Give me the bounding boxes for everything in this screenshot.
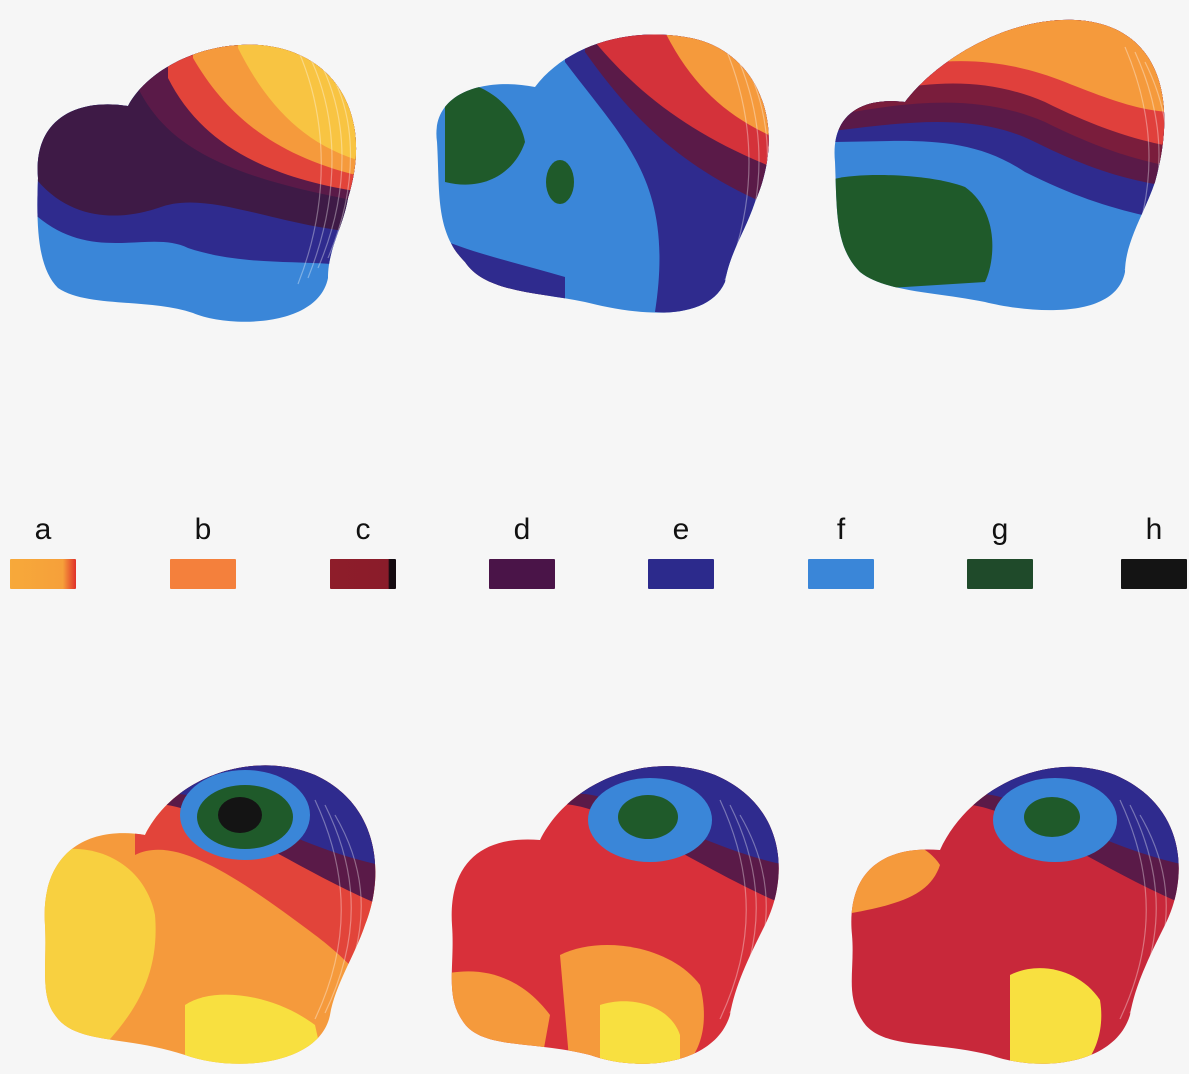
surface-bottom-2 <box>440 755 785 1070</box>
legend-item-b: b <box>168 515 238 589</box>
legend-label-b: b <box>194 513 212 546</box>
legend-label-f: f <box>836 513 846 546</box>
legend-swatch-b <box>170 559 236 589</box>
legend-label-g: g <box>991 513 1009 546</box>
legend-item-e: e <box>646 515 716 589</box>
legend-label-e: e <box>672 513 690 546</box>
legend-swatch-f <box>808 559 874 589</box>
legend-item-c: c <box>328 515 398 589</box>
surface-bottom-3 <box>840 755 1185 1070</box>
legend-swatch-d <box>489 559 555 589</box>
legend-item-d: d <box>487 515 557 589</box>
legend-swatch-c <box>330 559 396 589</box>
legend-item-g: g <box>965 515 1035 589</box>
legend-label-h: h <box>1145 513 1163 546</box>
legend-swatch-h <box>1121 559 1187 589</box>
legend-item-h: h <box>1119 515 1189 589</box>
surface-top-2 <box>425 22 785 322</box>
surface-bottom-1 <box>35 755 380 1070</box>
surface-top-3 <box>825 12 1175 322</box>
legend-swatch-a <box>10 559 76 589</box>
legend-label-a: a <box>34 513 52 546</box>
legend-swatch-e <box>648 559 714 589</box>
surface-top-1 <box>28 28 368 328</box>
legend-label-c: c <box>355 513 371 546</box>
legend-item-f: f <box>806 515 876 589</box>
legend-label-d: d <box>513 513 531 546</box>
legend-swatch-g <box>967 559 1033 589</box>
legend-item-a: a <box>8 515 78 589</box>
